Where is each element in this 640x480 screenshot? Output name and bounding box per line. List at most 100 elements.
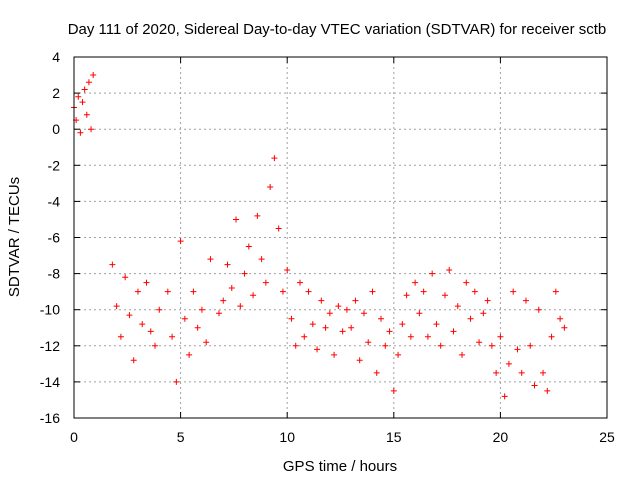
y-tick-label: -12: [40, 338, 60, 354]
data-point: [190, 288, 197, 295]
data-point: [484, 297, 491, 304]
plot-frame: [73, 56, 608, 419]
data-point: [147, 328, 154, 335]
data-point: [241, 270, 248, 277]
data-point: [360, 310, 367, 317]
x-tick-label: 20: [493, 429, 509, 445]
data-point: [143, 279, 150, 286]
data-point: [292, 342, 299, 349]
data-point: [433, 321, 440, 328]
x-tick-label: 0: [70, 429, 78, 445]
data-point: [331, 351, 338, 358]
data-point: [250, 292, 257, 299]
y-tick-label: -14: [40, 374, 60, 390]
y-axis-label: SDTVAR / TECUs: [6, 177, 23, 297]
data-point: [81, 86, 88, 93]
data-point: [544, 387, 551, 394]
data-point: [450, 328, 457, 335]
data-point: [535, 306, 542, 313]
data-point: [429, 270, 436, 277]
y-tick-label: -8: [48, 266, 61, 282]
data-point: [390, 387, 397, 394]
data-point: [305, 288, 312, 295]
data-point: [373, 369, 380, 376]
data-point: [518, 369, 525, 376]
data-point: [228, 285, 235, 292]
data-point: [177, 238, 184, 245]
data-point: [412, 279, 419, 286]
data-point: [471, 288, 478, 295]
data-point: [488, 342, 495, 349]
x-axis-label: GPS time / hours: [283, 458, 397, 475]
data-point: [343, 306, 350, 313]
data-points: [71, 72, 568, 400]
data-point: [395, 351, 402, 358]
data-point: [522, 297, 529, 304]
data-point: [156, 306, 163, 313]
data-point: [77, 129, 84, 136]
y-tick-label: -2: [48, 157, 61, 173]
data-point: [169, 333, 176, 340]
data-point: [301, 333, 308, 340]
y-tick-label: -16: [40, 410, 60, 426]
data-point: [75, 93, 82, 100]
data-point: [296, 279, 303, 286]
data-point: [446, 266, 453, 273]
data-point: [386, 328, 393, 335]
data-point: [459, 351, 466, 358]
y-tick-label: 0: [52, 121, 60, 137]
data-point: [122, 274, 129, 281]
data-point: [527, 342, 534, 349]
data-point: [85, 79, 92, 86]
data-point: [233, 216, 240, 223]
data-point: [416, 310, 423, 317]
data-point: [224, 261, 231, 268]
data-point: [514, 346, 521, 353]
data-point: [262, 279, 269, 286]
data-point: [540, 369, 547, 376]
data-point: [309, 321, 316, 328]
data-point: [352, 297, 359, 304]
data-point: [510, 288, 517, 295]
x-tick-label: 25: [599, 429, 615, 445]
data-point: [326, 310, 333, 317]
data-point: [493, 369, 500, 376]
data-point: [254, 212, 261, 219]
data-point: [454, 303, 461, 310]
data-point: [382, 342, 389, 349]
data-point: [173, 378, 180, 385]
data-point: [215, 310, 222, 317]
data-point: [279, 288, 286, 295]
y-tick-label: 4: [52, 49, 60, 65]
data-point: [365, 339, 372, 346]
data-point: [314, 346, 321, 353]
data-point: [463, 279, 470, 286]
data-point: [164, 288, 171, 295]
y-tick-label: -6: [48, 230, 61, 246]
data-point: [531, 382, 538, 389]
data-point: [181, 315, 188, 322]
data-point: [186, 351, 193, 358]
data-point: [203, 339, 210, 346]
data-point: [220, 297, 227, 304]
data-point: [318, 297, 325, 304]
data-point: [420, 288, 427, 295]
data-point: [139, 321, 146, 328]
data-point: [237, 303, 244, 310]
data-point: [378, 315, 385, 322]
data-point: [284, 266, 291, 273]
data-point: [403, 292, 410, 299]
data-point: [399, 321, 406, 328]
data-point: [407, 333, 414, 340]
data-point: [198, 306, 205, 313]
grid-lines: [74, 57, 607, 418]
x-tick-label: 10: [279, 429, 295, 445]
data-point: [437, 342, 444, 349]
data-point: [548, 333, 555, 340]
data-point: [83, 111, 90, 118]
data-point: [113, 303, 120, 310]
data-point: [339, 328, 346, 335]
data-point: [480, 310, 487, 317]
y-tick-label: 2: [52, 85, 60, 101]
